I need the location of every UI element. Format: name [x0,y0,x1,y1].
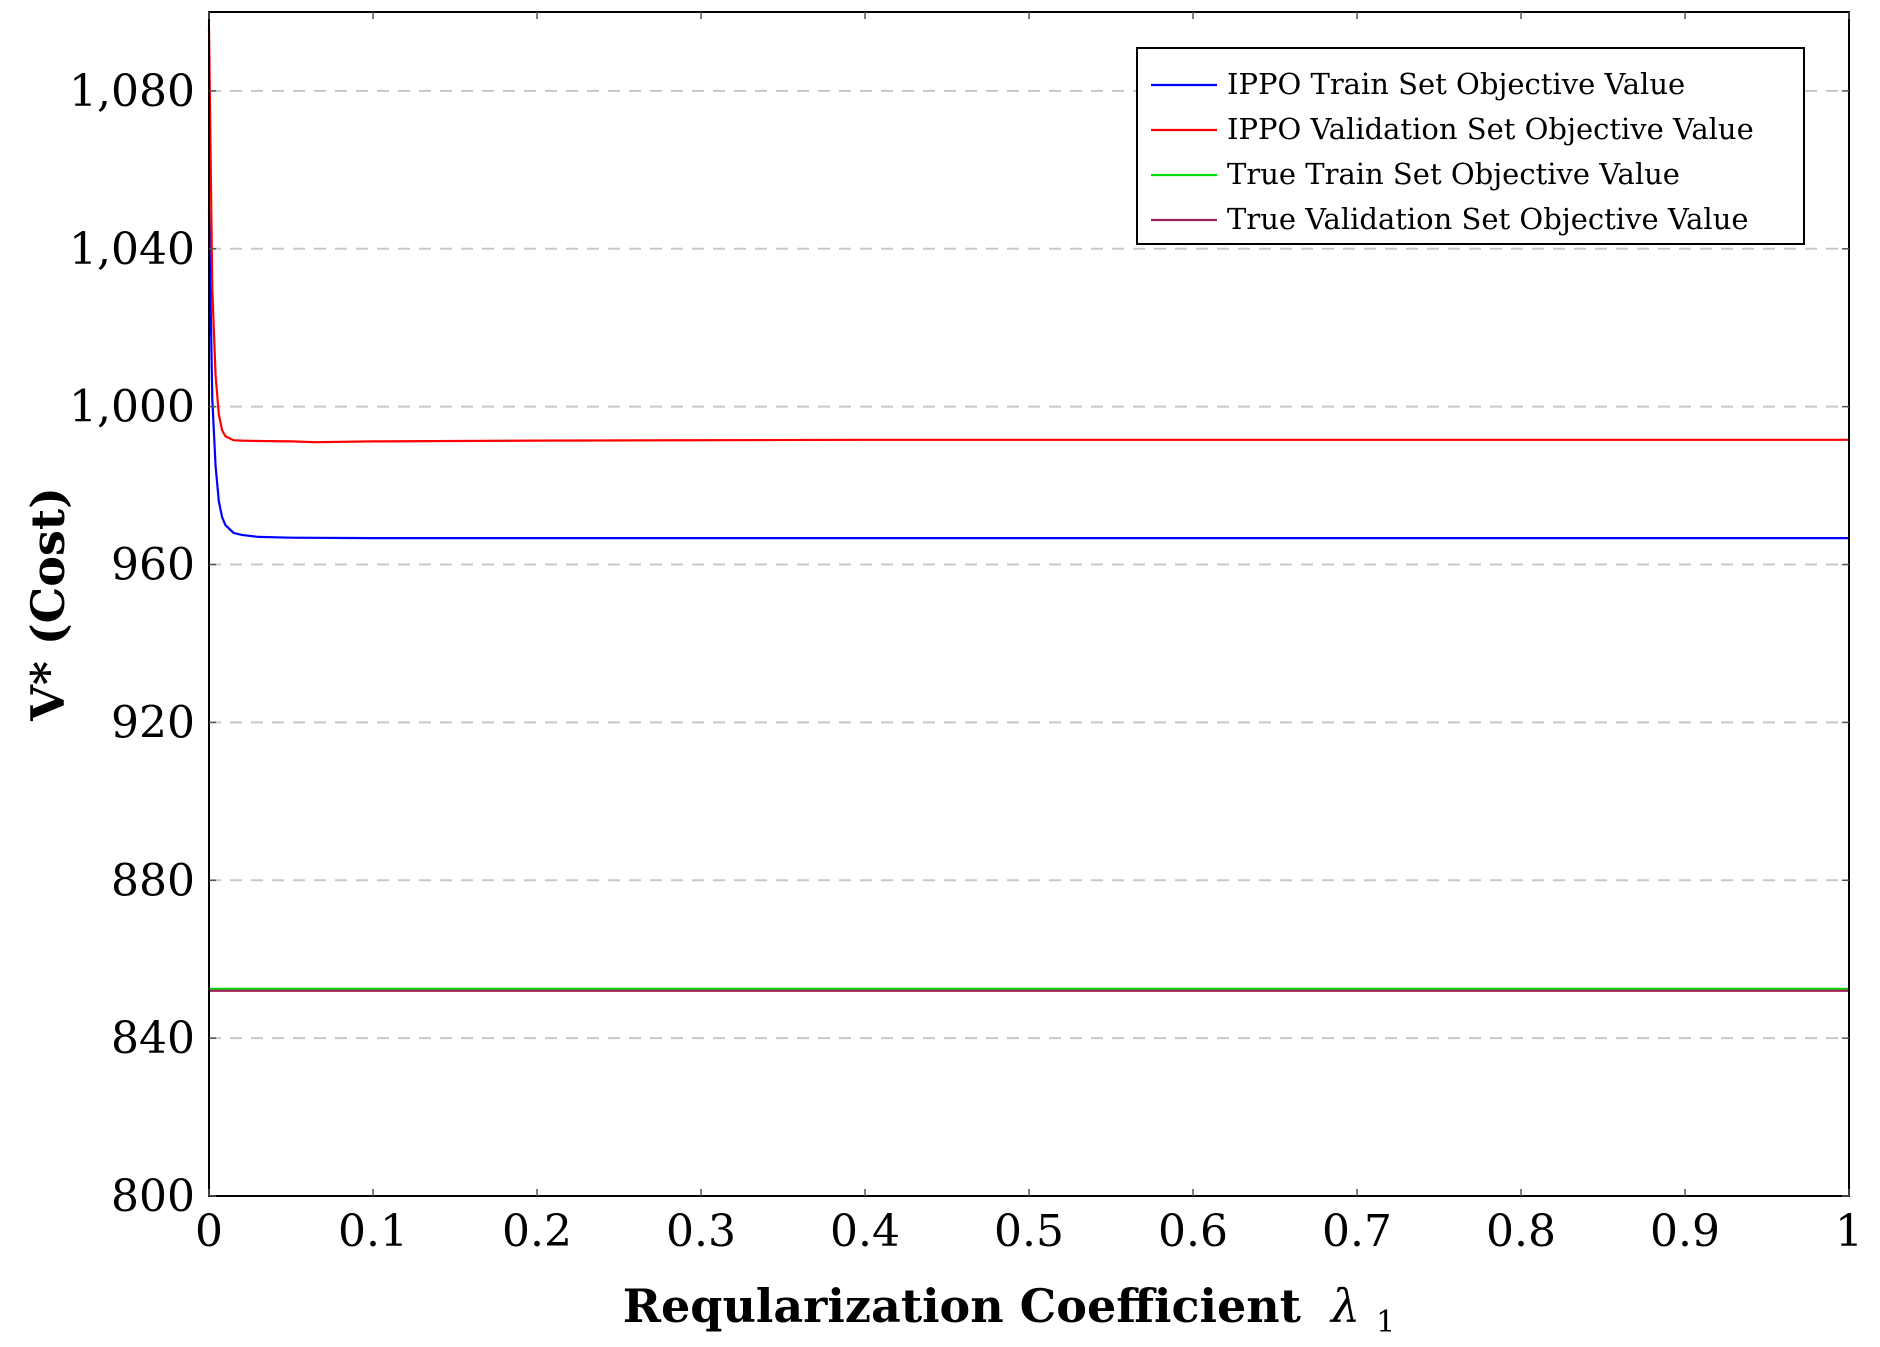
x-tick-label: 0.4 [830,1206,900,1257]
x-tick-label: 0.2 [502,1206,572,1257]
x-tick-label: 0.5 [994,1206,1064,1257]
x-tick-label: 0.3 [666,1206,736,1257]
x-tick-label: 0.8 [1486,1206,1556,1257]
axis-ticks: 800 840 880 920 960 1,000 1,040 1,080 0 0.1 0.2 0.3… [69,12,1863,1257]
legend-label: IPPO Validation Set Objective Value [1227,112,1754,146]
legend-label: IPPO Train Set Objective Value [1227,67,1685,101]
y-tick-label: 880 [111,855,195,906]
legend-box [1136,47,1805,245]
x-tick-label: 0.6 [1158,1206,1228,1257]
x-tick-label: 0.7 [1322,1206,1392,1257]
legend-label: True Validation Set Objective Value [1227,202,1749,236]
legend-label: True Train Set Objective Value [1227,157,1680,191]
x-tick-label: 1 [1835,1206,1863,1257]
x-tick-label: 0.9 [1650,1206,1720,1257]
x-tick-label: 0.1 [338,1206,408,1257]
series-line-1 [207,209,1849,540]
y-tick-label: 840 [111,1013,195,1064]
x-axis-title: Reqularization Coefficient λ 1 [623,1279,1395,1340]
x-axis-title-symbol: λ [1329,1279,1360,1333]
series-lines [207,27,1849,992]
legend-entry: IPPO Validation Set Objective Value [1151,112,1754,146]
grid-lines [209,89,1849,1040]
x-axis-title-text: Reqularization Coefficient [623,1279,1302,1333]
x-axis-title-subscript: 1 [1376,1305,1395,1340]
y-axis-title: V* (Cost) [21,487,75,722]
y-tick-label: 960 [111,540,195,591]
x-tick-label: 0 [195,1206,223,1257]
legend-entry: True Train Set Objective Value [1151,157,1680,191]
y-tick-label: 920 [111,697,195,748]
legend-entry: IPPO Train Set Objective Value [1151,67,1685,101]
series-line-2 [207,27,1849,444]
legend: IPPO Train Set Objective Value IPPO Valid… [1136,47,1805,245]
y-tick-label: 800 [111,1171,195,1222]
y-tick-label: 1,080 [69,66,195,117]
y-tick-label: 1,000 [69,382,195,433]
y-tick-label: 1,040 [69,224,195,275]
legend-entry: True Validation Set Objective Value [1151,202,1749,236]
